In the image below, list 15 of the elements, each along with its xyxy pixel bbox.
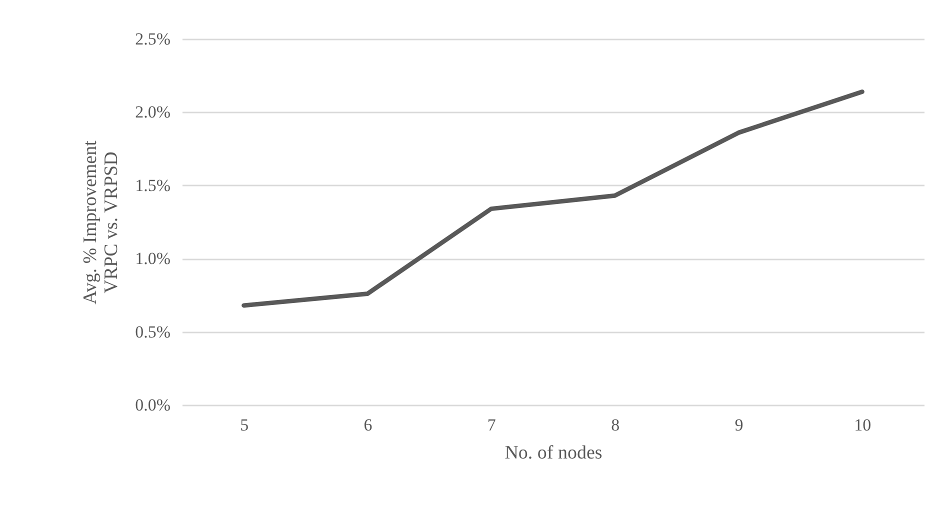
x-tick-label: 10 bbox=[854, 416, 872, 434]
x-tick-label: 8 bbox=[611, 416, 620, 434]
x-tick-label: 6 bbox=[364, 416, 372, 434]
y-tick-label: 1.0% bbox=[135, 249, 170, 268]
y-tick-label: 2.0% bbox=[135, 102, 170, 122]
x-axis-title: No. of nodes bbox=[504, 442, 602, 464]
x-tick-label: 9 bbox=[734, 416, 744, 434]
y-tick-label: 2.5% bbox=[135, 30, 170, 48]
y-tick-label: 0.5% bbox=[135, 322, 170, 342]
y-tick-label: 1.5% bbox=[135, 176, 170, 195]
x-tick-label: 5 bbox=[240, 416, 249, 434]
y-tick-label: 0.0% bbox=[135, 396, 170, 414]
line-series bbox=[242, 89, 864, 308]
y-axis-title: Avg. % Improvement VRPC vs. VRPSD bbox=[80, 140, 122, 304]
x-tick-label: 7 bbox=[487, 416, 496, 434]
